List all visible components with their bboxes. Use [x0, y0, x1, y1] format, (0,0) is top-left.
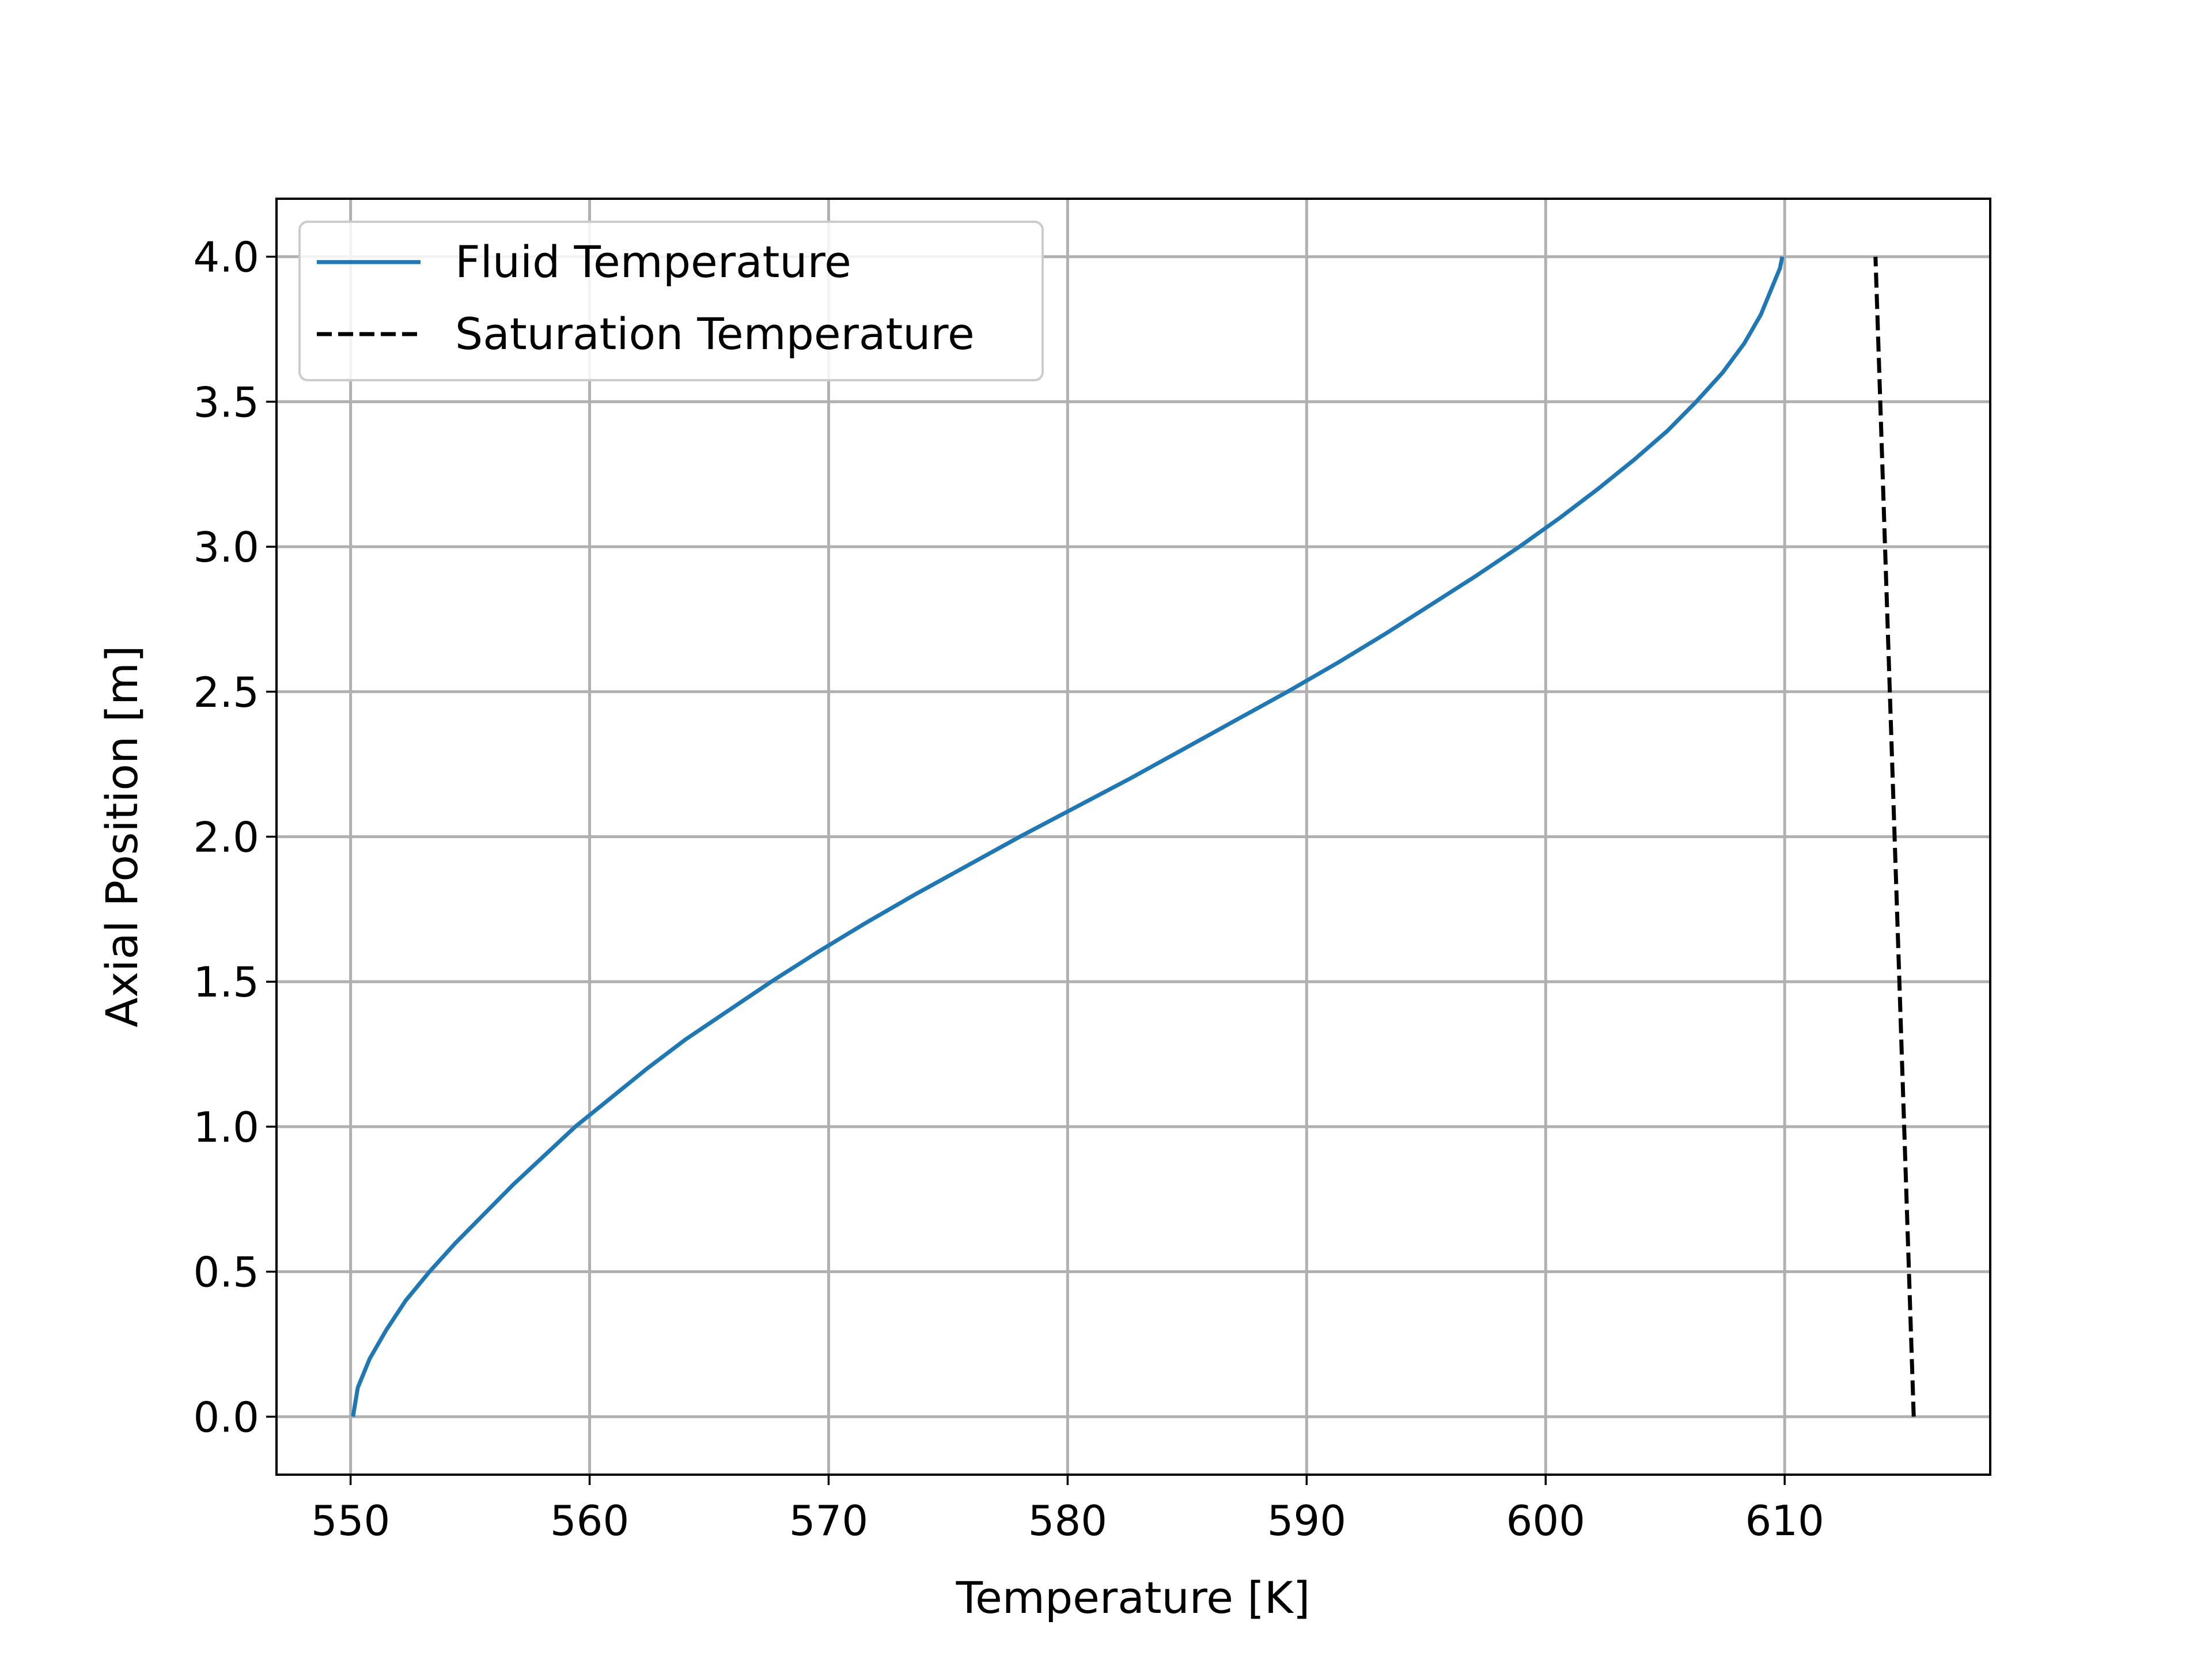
x-tick-label-4: 590 — [1267, 1497, 1346, 1545]
x-tick-label-1: 560 — [550, 1497, 629, 1545]
series-line-saturation-temperature — [1873, 256, 1916, 1417]
y-tick-label-6: 3.0 — [193, 523, 259, 571]
x-axis-title: Temperature [K] — [956, 1572, 1310, 1623]
y-tick-label-1: 0.5 — [193, 1248, 259, 1297]
x-tick-label-3: 580 — [1028, 1497, 1107, 1545]
ticks — [266, 255, 1786, 1485]
grid — [276, 199, 1990, 1475]
y-tick-label-2: 1.0 — [193, 1103, 259, 1152]
legend: Fluid Temperature Saturation Temperature — [298, 221, 1044, 381]
y-tick-label-8: 4.0 — [193, 233, 259, 282]
y-tick-label-5: 2.5 — [193, 668, 259, 717]
legend-box — [298, 221, 1044, 381]
series-layer — [351, 256, 1916, 1417]
tick-labels: 550 560 570 580 590 600 610 0.0 0.5 1.0 1.5 2.0 2.5 3… — [193, 233, 1824, 1545]
x-tick-label-5: 600 — [1506, 1497, 1585, 1545]
x-tick-label-6: 610 — [1745, 1497, 1824, 1545]
y-tick-label-7: 3.5 — [193, 378, 259, 426]
series-line-fluid-temperature — [351, 256, 1785, 1417]
y-tick-label-3: 1.5 — [193, 958, 259, 1006]
legend-label-fluid: Fluid Temperature — [455, 236, 851, 287]
y-tick-label-4: 2.0 — [193, 813, 259, 862]
legend-label-saturation: Saturation Temperature — [455, 308, 975, 359]
x-tick-label-2: 570 — [789, 1497, 868, 1545]
y-tick-label-0: 0.0 — [193, 1393, 259, 1441]
x-tick-label-0: 550 — [311, 1497, 390, 1545]
y-axis-title: Axial Position [m] — [96, 645, 147, 1027]
